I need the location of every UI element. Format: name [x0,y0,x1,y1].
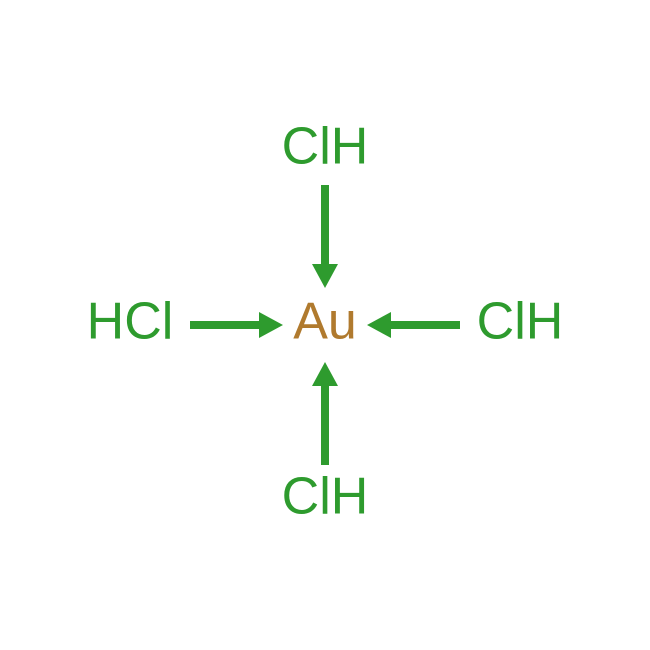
ligand-left-label: HCl [87,293,174,351]
ligand-top-label: ClH [282,118,369,176]
molecule-diagram: ClH ClH HCl ClH Au [0,0,650,650]
center-atom-label: Au [293,293,357,351]
ligand-bottom-label: ClH [282,468,369,526]
ligand-right-label: ClH [477,293,564,351]
